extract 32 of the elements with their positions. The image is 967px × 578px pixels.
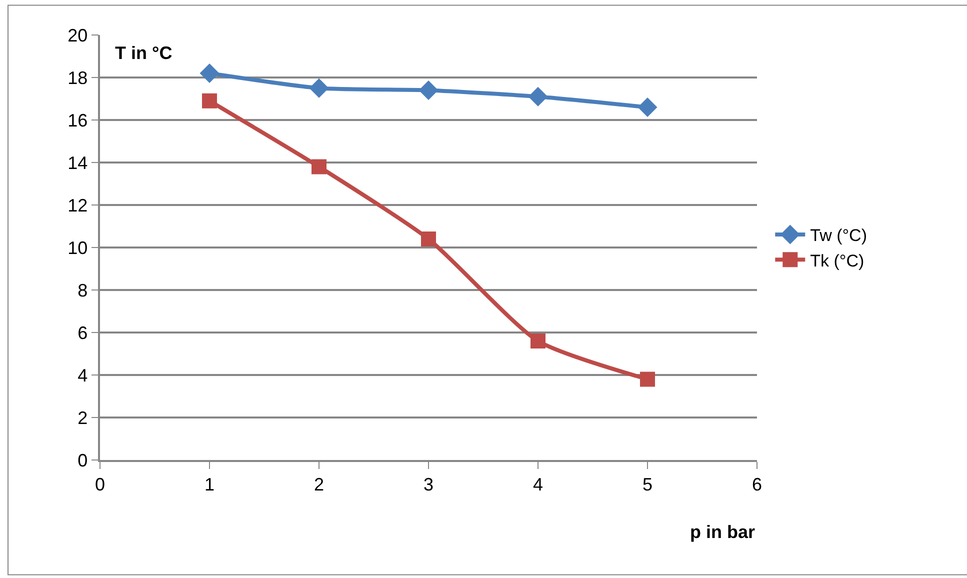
y-tick-label: 20 [68, 25, 88, 46]
point [528, 86, 548, 106]
point [202, 93, 217, 108]
y-tick-label: 10 [68, 238, 88, 258]
y-tick-label: 14 [68, 152, 88, 173]
point [530, 334, 546, 348]
legend-label: Tw (°C) [810, 226, 867, 246]
legend-label: Tk (°C) [810, 251, 864, 270]
point [200, 64, 220, 83]
x-axis-title: p in bar [690, 522, 756, 542]
x-tick-label: 2 [314, 474, 324, 494]
y-axis-title: T in °C [115, 43, 172, 63]
y-tick-label: 16 [68, 110, 88, 130]
x-tick-label: 0 [94, 474, 106, 494]
x-tick-label: 5 [642, 474, 653, 494]
point [418, 80, 438, 100]
point [421, 232, 436, 246]
y-tick-label: 4 [78, 365, 88, 386]
y-tick-label: 6 [78, 322, 88, 343]
y-tick-label: 12 [68, 195, 88, 216]
y-tick-label: 0 [78, 450, 88, 470]
point [640, 372, 655, 387]
point [312, 159, 326, 174]
x-tick-label: 1 [204, 474, 215, 494]
y-tick-label: 2 [78, 408, 88, 428]
x-tick-label: 4 [532, 474, 544, 494]
x-tick-label: 3 [423, 474, 434, 494]
point [638, 98, 658, 117]
y-tick-label: 8 [78, 280, 88, 300]
y-tick-label: 18 [68, 68, 88, 88]
x-tick-label: 6 [752, 474, 762, 494]
point [309, 78, 329, 98]
